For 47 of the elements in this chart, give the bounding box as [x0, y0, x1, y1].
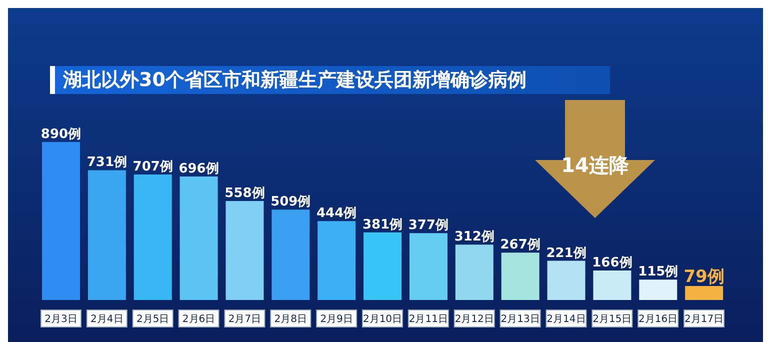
bar — [409, 233, 448, 300]
x-tick-label: 2月7日 — [228, 314, 262, 325]
data-label: 79例 — [684, 266, 724, 287]
x-tick-label: 2月12日 — [454, 314, 494, 325]
bar — [639, 280, 678, 300]
data-label: 166例 — [592, 256, 632, 271]
data-label: 221例 — [546, 246, 586, 261]
x-tick-label: 2月16日 — [638, 314, 678, 325]
x-tick-label: 2月17日 — [684, 314, 724, 325]
data-label: 890例 — [40, 127, 82, 142]
data-label: 381例 — [362, 217, 403, 232]
x-tick-label: 2月5日 — [136, 314, 170, 325]
bar — [180, 176, 218, 300]
annotation: 14连降 — [560, 152, 630, 179]
data-label: 267例 — [500, 238, 540, 253]
data-label: 312例 — [454, 230, 494, 245]
bar — [272, 210, 310, 300]
x-tick-label: 2月15日 — [592, 314, 632, 325]
bar — [226, 200, 264, 300]
x-tick-label: 2月6日 — [182, 314, 216, 325]
bar — [318, 221, 356, 300]
x-tick-label: 2月4日 — [90, 314, 124, 325]
data-label: 696例 — [178, 161, 219, 176]
bar — [455, 244, 494, 300]
x-tick-label: 2月3日 — [44, 314, 78, 325]
data-label: 377例 — [408, 218, 449, 234]
data-label: 444例 — [316, 206, 357, 222]
bar — [42, 142, 80, 300]
x-tick-label: 2月10日 — [362, 314, 402, 325]
bar — [501, 252, 540, 300]
data-label: 558例 — [224, 186, 265, 201]
bar — [134, 174, 172, 300]
bar — [364, 232, 402, 300]
bar — [685, 286, 724, 300]
data-label: 731例 — [86, 155, 128, 170]
x-tick-label: 2月14日 — [546, 314, 586, 325]
x-tick-label: 2月13日 — [500, 314, 540, 325]
x-tick-label: 2月8日 — [274, 314, 307, 325]
data-label: 509例 — [270, 194, 311, 210]
bar — [547, 260, 586, 300]
bar — [88, 170, 126, 300]
data-label: 115例 — [638, 264, 678, 280]
x-tick-label: 2月11日 — [408, 314, 448, 325]
chart-title: 湖北以外30个省区市和新疆生产建设兵团新增确诊病例 — [50, 66, 610, 94]
data-label: 707例 — [132, 159, 173, 174]
x-tick-label: 2月9日 — [320, 314, 353, 325]
bar — [593, 270, 632, 300]
